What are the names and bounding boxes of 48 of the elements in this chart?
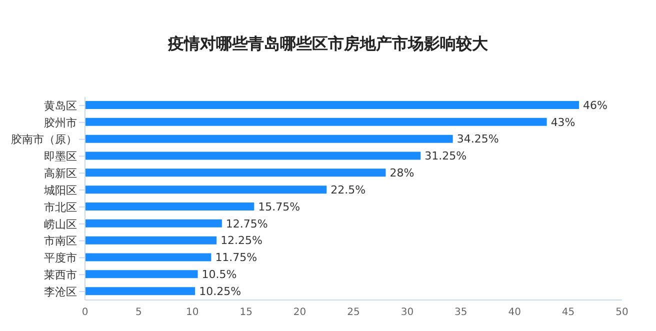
- x-tick-label: 5: [136, 307, 142, 318]
- x-tick-label: 10: [186, 307, 199, 318]
- data-label: 31.25%: [424, 150, 467, 163]
- x-tick-label: 0: [82, 307, 88, 318]
- chart-title: 疫情对哪些青岛哪些区市房地产市场影响较大: [166, 34, 489, 55]
- y-tick-label: 莱西市: [44, 268, 77, 282]
- y-tick-label: 胶州市: [44, 116, 77, 130]
- y-tick-label: 高新区: [44, 167, 77, 180]
- bar: [85, 202, 254, 210]
- y-tick-label: 城阳区: [43, 184, 77, 197]
- data-label: 46%: [583, 98, 608, 112]
- x-tick-label: 50: [616, 307, 628, 318]
- bar: [85, 270, 198, 278]
- bar: [85, 253, 212, 262]
- data-label: 15.75%: [258, 200, 300, 214]
- data-label: 12.25%: [220, 234, 263, 248]
- bar: [85, 219, 222, 228]
- y-tick-label: 崂山区: [44, 218, 77, 231]
- bar: [85, 101, 580, 109]
- bar: [85, 118, 547, 126]
- y-tick-label: 胶南市（原）: [11, 133, 77, 146]
- data-label: 11.75%: [215, 251, 258, 264]
- y-tick-label: 市南区: [44, 234, 77, 248]
- y-tick-label: 即墨区: [44, 150, 77, 164]
- data-label: 12.75%: [226, 217, 268, 230]
- bar: [85, 152, 421, 160]
- x-tick-label: 30: [400, 307, 414, 318]
- data-label: 10.5%: [202, 268, 237, 282]
- data-label: 34.25%: [456, 132, 499, 146]
- y-tick-label: 李沧区: [44, 285, 77, 298]
- x-tick-label: 20: [293, 307, 306, 318]
- y-tick-label: 黄岛区: [44, 99, 77, 112]
- bar: [85, 186, 327, 194]
- bar: [85, 287, 196, 296]
- y-tick-label: 平度市: [44, 252, 77, 265]
- x-tick-label: 25: [347, 307, 360, 318]
- x-tick-label: 35: [454, 307, 468, 318]
- x-tick-label: 40: [508, 307, 521, 318]
- bar: [85, 134, 453, 143]
- bar: [85, 236, 217, 244]
- data-label: 28%: [390, 166, 414, 180]
- bar: [85, 168, 386, 177]
- data-label: 43%: [550, 116, 576, 129]
- data-label: 10.25%: [199, 284, 242, 298]
- x-tick-label: 15: [240, 307, 252, 318]
- data-label: 22.5%: [330, 183, 366, 196]
- y-tick-label: 市北区: [44, 200, 77, 214]
- x-tick-label: 45: [562, 307, 575, 318]
